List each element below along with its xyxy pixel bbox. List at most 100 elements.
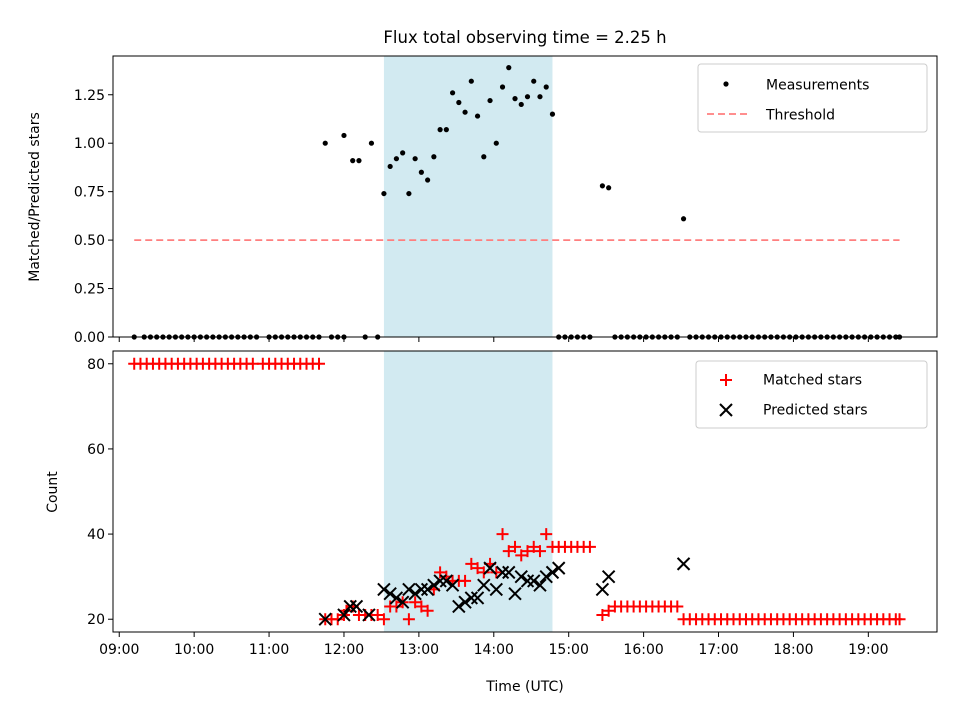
measurement-point xyxy=(456,99,462,106)
matched-point xyxy=(583,540,596,553)
x-tick-label: 14:00 xyxy=(474,642,514,658)
y-tick-label: 80 xyxy=(87,357,105,373)
measurement-point xyxy=(425,177,431,183)
top-legend: Measurements Threshold xyxy=(697,63,928,133)
predicted-point xyxy=(377,582,391,597)
x-tick-label: 19:00 xyxy=(848,642,888,658)
bottom-y-axis-label: Count xyxy=(45,471,61,513)
predicted-point xyxy=(483,561,497,575)
measurement-point xyxy=(549,111,556,117)
matched-point xyxy=(477,566,490,579)
top-axes-frame xyxy=(112,55,938,338)
matched-point xyxy=(533,545,546,558)
measurement-point xyxy=(412,156,418,162)
predicted-point xyxy=(539,569,553,584)
predicted-point xyxy=(433,574,447,588)
measurement-point xyxy=(400,150,406,156)
predicted-point xyxy=(676,557,691,571)
measurement-point xyxy=(524,94,531,100)
matched-points xyxy=(128,357,906,626)
matched-point xyxy=(459,574,472,587)
predicted-point xyxy=(502,565,516,580)
x-tick-label: 09:00 xyxy=(99,642,139,658)
predicted-point xyxy=(445,578,460,592)
predicted-point xyxy=(552,561,566,575)
measurement-point xyxy=(537,94,543,100)
x-tick-label: 16:00 xyxy=(623,642,663,658)
x-tick-label: 13:00 xyxy=(399,642,439,658)
x-axis-label: Time (UTC) xyxy=(485,679,563,695)
predicted-point xyxy=(508,586,522,601)
matched-point xyxy=(371,608,384,621)
matched-point xyxy=(521,545,534,558)
matched-point xyxy=(415,600,428,613)
x-tick-label: 18:00 xyxy=(773,642,813,658)
matched-point xyxy=(313,357,325,370)
predicted-point xyxy=(477,578,491,592)
matched-point xyxy=(402,613,415,626)
matched-point xyxy=(509,540,522,553)
measurement-point xyxy=(512,96,518,102)
measurement-point xyxy=(487,97,493,104)
predicted-point xyxy=(349,599,364,614)
measurement-point xyxy=(680,216,687,222)
matched-point xyxy=(515,549,528,562)
measurement-point xyxy=(387,163,393,170)
measurement-point xyxy=(468,78,474,84)
matched-point xyxy=(421,604,434,617)
measurement-point xyxy=(368,140,375,146)
predicted-point xyxy=(420,582,435,597)
bottom-legend: Matched stars Predicted stars xyxy=(695,360,928,429)
bottom-legend-frame xyxy=(695,360,928,429)
legend-predicted: Predicted stars xyxy=(763,403,868,419)
measurement-point xyxy=(381,190,387,197)
x-tick-label: 12:00 xyxy=(324,642,364,658)
y-tick-label: 1.00 xyxy=(74,136,105,152)
measurement-point xyxy=(437,127,443,133)
matched-point xyxy=(540,528,553,541)
predicted-point xyxy=(489,582,503,597)
matched-point xyxy=(465,557,478,570)
matched-point xyxy=(671,600,684,613)
measurement-point xyxy=(449,90,456,96)
predicted-point xyxy=(452,599,466,614)
predicted-point xyxy=(527,574,541,588)
predicted-point xyxy=(402,582,416,597)
predicted-point xyxy=(389,591,404,605)
y-tick-label: 60 xyxy=(87,442,105,458)
y-tick-label: 0.50 xyxy=(74,233,105,249)
top-legend-frame xyxy=(697,63,928,133)
matched-point xyxy=(602,604,615,617)
bottom-y-ticks: 20 40 60 80 xyxy=(87,357,113,628)
predicted-point xyxy=(414,582,429,597)
x-tick-label: 11:00 xyxy=(249,642,289,658)
predicted-point xyxy=(458,595,472,609)
measurement-point xyxy=(493,140,499,146)
x-tick-label: 15:00 xyxy=(549,642,589,658)
measurement-point xyxy=(418,169,424,175)
legend-matched: Matched stars xyxy=(763,373,862,389)
measurement-point xyxy=(443,127,449,133)
measurement-point xyxy=(356,158,362,164)
predicted-point xyxy=(470,591,485,605)
chart-title: Flux total observing time = 2.25 h xyxy=(383,28,666,47)
measurement-point xyxy=(606,185,612,191)
measurement-point xyxy=(431,154,437,160)
matched-point xyxy=(502,545,515,558)
predicted-point xyxy=(427,578,441,592)
matched-point xyxy=(434,566,447,579)
matched-point xyxy=(596,608,609,621)
measurement-point xyxy=(393,156,400,162)
measurement-point xyxy=(518,101,524,108)
x-tick-label: 10:00 xyxy=(174,642,214,658)
measurement-point xyxy=(474,113,481,119)
measurement-point xyxy=(341,132,347,139)
bottom-panel: 20 40 60 80 09:00 10:00 11:00 12:00 13:00 14:00 1… xyxy=(45,350,938,695)
matched-point xyxy=(527,540,540,553)
predicted-point xyxy=(337,608,351,622)
predicted-point xyxy=(383,586,397,601)
predicted-point xyxy=(533,578,547,592)
legend-threshold: Threshold xyxy=(765,108,835,124)
matched-point xyxy=(377,613,390,626)
